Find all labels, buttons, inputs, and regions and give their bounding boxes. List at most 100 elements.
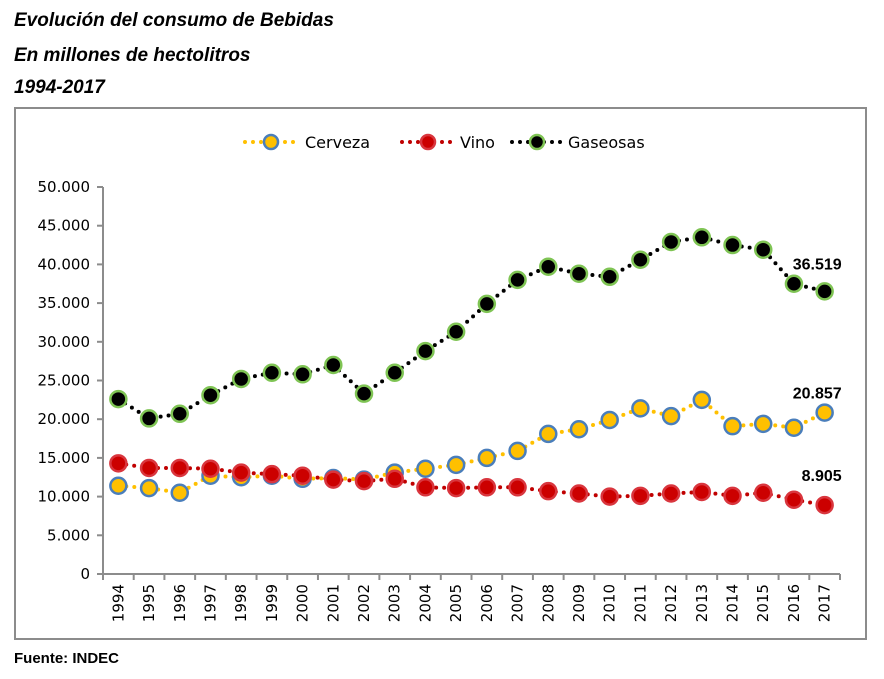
data-point-gaseosas-2000 <box>293 365 312 384</box>
x-tick-label: 2013 <box>693 584 711 622</box>
chart-title: Evolución del consumo de Bebidas <box>14 10 334 31</box>
x-tick-label: 1997 <box>201 584 219 622</box>
data-point-vino-2003 <box>385 469 404 489</box>
x-tick-label: 2003 <box>386 584 404 622</box>
y-tick-label: 5.000 <box>47 526 90 544</box>
x-tick-label: 2000 <box>294 584 312 622</box>
y-tick-label: 45.000 <box>38 217 91 235</box>
x-tick-label: 1998 <box>232 584 250 622</box>
data-point-gaseosas-2003 <box>385 363 404 383</box>
x-tick-label: 2001 <box>324 584 342 622</box>
data-point-gaseosas-2015 <box>753 240 773 259</box>
data-point-vino-2001 <box>324 470 343 489</box>
data-label-gaseosas-2017: 36.519 <box>793 256 842 273</box>
data-label-vino-2017: 8.905 <box>802 468 842 485</box>
x-tick-label: 2011 <box>631 584 649 622</box>
data-point-cerveza-1995 <box>139 478 159 498</box>
data-point-cerveza-2017 <box>815 403 834 422</box>
data-point-gaseosas-2002 <box>354 384 374 403</box>
data-point-gaseosas-2004 <box>416 341 435 361</box>
data-point-vino-2002 <box>354 471 374 491</box>
x-tick-label: 2004 <box>416 584 434 622</box>
data-point-gaseosas-2010 <box>600 267 619 287</box>
data-point-gaseosas-2006 <box>477 294 497 314</box>
y-tick-label: 25.000 <box>38 372 91 390</box>
data-point-cerveza-2012 <box>661 406 681 426</box>
data-point-vino-1999 <box>262 464 282 484</box>
data-point-cerveza-2014 <box>723 416 742 436</box>
x-tick-label: 2016 <box>785 584 803 622</box>
data-point-cerveza-2015 <box>753 414 773 434</box>
data-point-gaseosas-1995 <box>139 409 159 428</box>
chart-frame <box>14 107 867 640</box>
data-point-cerveza-1994 <box>109 476 128 496</box>
data-point-vino-1997 <box>201 459 220 478</box>
data-point-vino-1994 <box>109 454 128 473</box>
chart-subtitle-period: 1994-2017 <box>14 77 105 98</box>
x-tick-label: 1994 <box>109 584 127 622</box>
data-point-cerveza-2013 <box>692 390 712 410</box>
data-point-vino-2011 <box>631 486 650 506</box>
y-tick-label: 35.000 <box>38 294 91 312</box>
data-point-cerveza-2006 <box>477 448 497 468</box>
x-tick-label: 2010 <box>601 584 619 622</box>
chart-subtitle-units: En millones de hectolitros <box>14 45 251 66</box>
y-tick-label: 20.000 <box>38 410 91 428</box>
y-tick-label: 40.000 <box>38 255 91 273</box>
data-point-vino-2017 <box>815 495 834 515</box>
data-point-vino-2007 <box>508 478 527 497</box>
data-point-gaseosas-2011 <box>631 250 650 270</box>
data-point-gaseosas-2012 <box>661 232 681 252</box>
x-tick-label: 2017 <box>816 584 834 622</box>
data-point-vino-1998 <box>231 463 251 482</box>
data-point-vino-2006 <box>477 478 497 497</box>
y-tick-label: 0 <box>80 565 90 583</box>
data-point-cerveza-1996 <box>170 483 190 502</box>
data-point-gaseosas-1997 <box>201 385 220 405</box>
data-point-vino-1996 <box>170 458 190 478</box>
x-tick-label: 2007 <box>509 584 527 622</box>
data-point-cerveza-2008 <box>539 424 558 444</box>
data-point-vino-2010 <box>600 487 619 506</box>
x-tick-label: 1995 <box>140 584 158 622</box>
legend-label-gaseosas: Gaseosas <box>568 133 645 152</box>
y-tick-label: 15.000 <box>38 449 91 467</box>
x-tick-label: 2009 <box>570 584 588 622</box>
data-point-vino-2009 <box>569 484 589 503</box>
data-point-gaseosas-1999 <box>262 363 282 383</box>
data-point-vino-2000 <box>293 466 312 485</box>
data-point-vino-2004 <box>416 478 435 497</box>
legend-label-vino: Vino <box>460 133 495 152</box>
x-tick-label: 2014 <box>724 584 742 622</box>
data-point-vino-2016 <box>784 490 804 509</box>
x-tick-label: 2002 <box>355 584 373 622</box>
x-tick-label: 2012 <box>662 584 680 622</box>
legend-marker-gaseosas <box>528 133 546 151</box>
data-point-gaseosas-2007 <box>508 270 527 290</box>
data-point-cerveza-2016 <box>784 418 804 437</box>
x-tick-label: 2005 <box>447 584 465 622</box>
data-point-cerveza-2007 <box>508 441 527 461</box>
data-point-gaseosas-2005 <box>446 322 466 341</box>
data-point-gaseosas-1998 <box>231 369 251 389</box>
data-point-vino-2015 <box>753 483 773 502</box>
data-point-cerveza-2011 <box>631 399 650 418</box>
y-tick-label: 10.000 <box>38 488 91 506</box>
data-point-gaseosas-2014 <box>723 235 742 255</box>
x-tick-label: 2008 <box>539 584 557 622</box>
data-point-gaseosas-2013 <box>692 228 712 247</box>
data-point-cerveza-2005 <box>446 455 466 475</box>
data-point-vino-2012 <box>661 484 681 503</box>
series-line-cerveza <box>116 397 827 495</box>
data-point-vino-2008 <box>539 481 558 501</box>
series-line-vino <box>116 461 827 508</box>
data-point-cerveza-2004 <box>416 459 435 478</box>
data-point-gaseosas-1994 <box>109 389 128 409</box>
data-point-gaseosas-1996 <box>170 404 190 424</box>
data-point-gaseosas-2008 <box>539 257 558 276</box>
series-line-gaseosas <box>116 235 827 421</box>
x-tick-label: 2006 <box>478 584 496 622</box>
data-point-cerveza-2010 <box>600 410 619 430</box>
source-note: Fuente: INDEC <box>14 650 119 667</box>
data-point-vino-2005 <box>446 478 466 498</box>
